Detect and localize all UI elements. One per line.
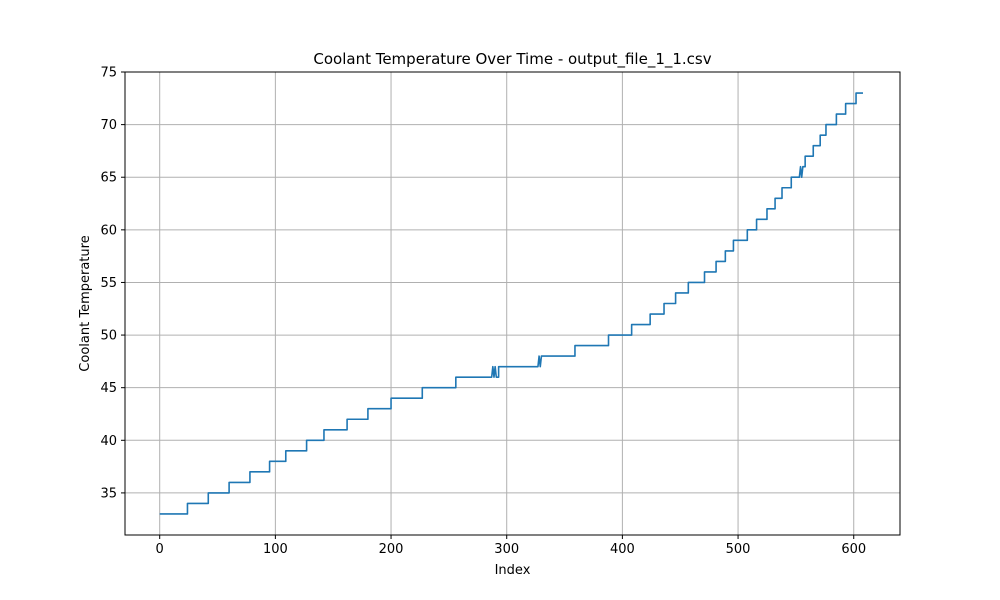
x-tick-label: 400 xyxy=(610,542,635,557)
x-axis-label: Index xyxy=(495,563,531,578)
plot-area xyxy=(125,72,900,535)
y-tick-label: 65 xyxy=(100,171,117,186)
series-line xyxy=(159,92,863,515)
y-axis: 35 40 45 50 55 60 65 70 75 xyxy=(100,66,125,501)
y-tick-label: 50 xyxy=(100,329,117,344)
y-tick-label: 70 xyxy=(100,118,117,133)
x-tick-label: 500 xyxy=(726,542,751,557)
x-tick-label: 300 xyxy=(494,542,519,557)
x-tick-label: 0 xyxy=(156,542,164,557)
y-tick-label: 75 xyxy=(100,66,117,81)
x-tick-label: 600 xyxy=(841,542,866,557)
grid xyxy=(125,71,900,535)
y-axis-label: Coolant Temperature xyxy=(78,235,93,371)
chart-title: Coolant Temperature Over Time - output_f… xyxy=(313,50,711,69)
series-layer xyxy=(159,92,863,515)
y-tick-label: 45 xyxy=(100,381,117,396)
y-tick-label: 55 xyxy=(100,276,117,291)
plot-frame xyxy=(124,71,901,536)
y-tick-label: 35 xyxy=(100,486,117,501)
y-tick-label: 60 xyxy=(100,223,117,238)
x-axis: 0 100 200 300 400 500 600 xyxy=(156,535,866,557)
x-tick-label: 100 xyxy=(263,542,288,557)
y-tick-label: 40 xyxy=(100,434,117,449)
x-tick-label: 200 xyxy=(379,542,404,557)
